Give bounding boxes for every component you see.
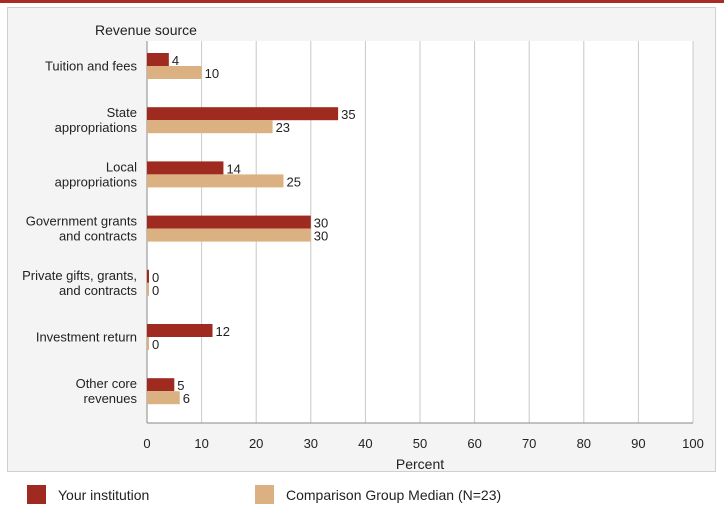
data-label: 35 [341, 107, 355, 122]
bar [147, 161, 224, 175]
bar [147, 215, 311, 229]
data-label: 4 [172, 53, 179, 68]
x-tick-label: 60 [467, 436, 481, 451]
category-label: and contracts [59, 283, 138, 298]
data-label: 0 [152, 337, 159, 352]
data-label: 0 [152, 270, 159, 285]
data-label: 0 [152, 283, 159, 298]
bar [147, 53, 169, 66]
data-label: 14 [226, 161, 240, 176]
bar [147, 228, 311, 242]
x-tick-label: 20 [249, 436, 263, 451]
data-label: 23 [276, 120, 290, 135]
data-label: 12 [216, 324, 230, 339]
data-label: 30 [314, 216, 328, 231]
header-bar [0, 0, 724, 3]
bar [147, 120, 273, 134]
bar [147, 174, 284, 188]
legend-label-comparison-median: Comparison Group Median (N=23) [286, 486, 502, 503]
bar [147, 391, 180, 405]
bar [147, 107, 339, 121]
x-tick-label: 10 [194, 436, 208, 451]
category-label: and contracts [59, 229, 138, 244]
data-label: 5 [177, 378, 184, 393]
legend-label-your-institution: Your institution [58, 486, 150, 503]
x-tick-label: 100 [682, 436, 704, 451]
category-label: Investment return [36, 330, 137, 345]
x-tick-label: 50 [413, 436, 427, 451]
category-label: State [107, 105, 137, 120]
x-tick-label: 90 [631, 436, 645, 451]
x-tick-label: 30 [304, 436, 318, 451]
category-axis-title: Revenue source [95, 22, 197, 38]
x-tick-label: 80 [577, 436, 591, 451]
bar [147, 337, 149, 350]
category-label: revenues [84, 391, 138, 406]
bar [147, 66, 202, 79]
legend-item-your-institution: Your institution [27, 485, 149, 504]
legend-item-comparison-median: Comparison Group Median (N=23) [255, 485, 501, 504]
legend-swatch-your-institution [27, 485, 46, 504]
category-label: Local [106, 159, 137, 174]
bar [147, 324, 213, 337]
x-tick-label: 40 [358, 436, 372, 451]
x-tick-label: 0 [143, 436, 150, 451]
category-label: Tuition and fees [45, 59, 138, 74]
bar [147, 269, 149, 283]
x-tick-label: 70 [522, 436, 536, 451]
category-label: appropriations [55, 174, 138, 189]
bar [147, 282, 149, 296]
category-label: appropriations [55, 120, 138, 135]
category-label: Other core [76, 376, 137, 391]
category-label: Government grants [26, 214, 138, 229]
x-axis-title: Percent [396, 456, 444, 472]
legend: Your institution Comparison Group Median… [0, 478, 724, 506]
data-label: 25 [287, 174, 301, 189]
bar [147, 378, 175, 392]
data-label: 30 [314, 229, 328, 244]
category-label: Private gifts, grants, [22, 268, 137, 283]
data-label: 10 [205, 66, 219, 81]
data-label: 6 [183, 391, 190, 406]
legend-swatch-comparison-median [255, 485, 274, 504]
